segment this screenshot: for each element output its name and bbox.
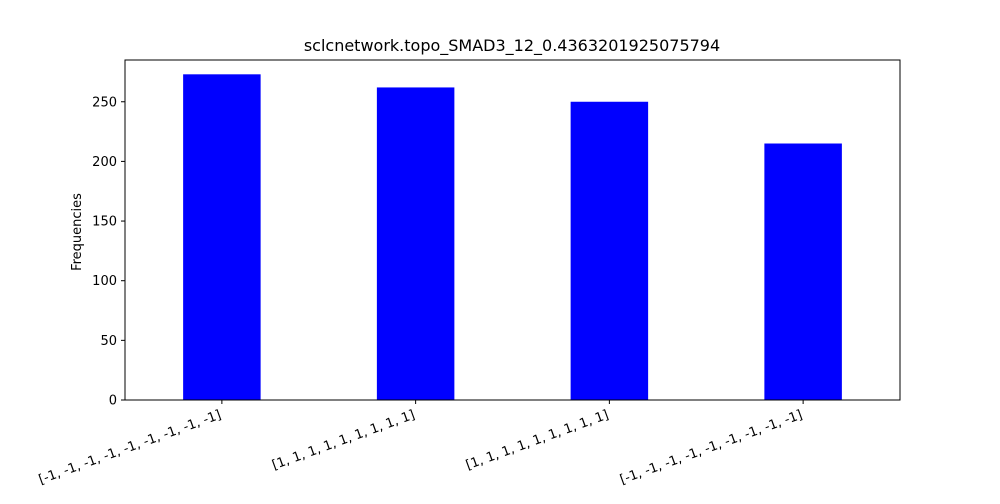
axes-frame <box>124 59 901 401</box>
bar <box>764 143 842 400</box>
y-axis-label: Frequencies <box>70 193 85 271</box>
y-tick-label: 100 <box>92 274 117 289</box>
x-tick-label: [1, 1, 1, 1, 1, 1, 1, 1, 1] <box>464 408 611 474</box>
chart-title: sclcnetwork.topo_SMAD3_12_0.436320192507… <box>304 36 720 56</box>
x-tick-label: [1, 1, 1, 1, 1, 1, 1, 1, 1] <box>270 408 417 474</box>
y-tick-label: 150 <box>92 215 117 230</box>
x-tick-label: [-1, -1, -1, -1, -1, -1, -1, -1, -1] <box>37 408 223 488</box>
x-tick-label: [-1, -1, -1, -1, -1, -1, -1, -1, -1] <box>618 408 804 488</box>
bar <box>570 101 649 400</box>
y-tick-label: 250 <box>92 95 117 110</box>
bar <box>376 87 455 400</box>
plot-area: 0 50 100 150 200 250 [-1, -1, -1, -1, -1, -1, … <box>37 59 901 488</box>
y-tick-label: 0 <box>109 394 117 409</box>
y-tick-label: 200 <box>92 155 117 170</box>
y-tick-label: 50 <box>100 334 117 349</box>
bar <box>183 74 261 400</box>
